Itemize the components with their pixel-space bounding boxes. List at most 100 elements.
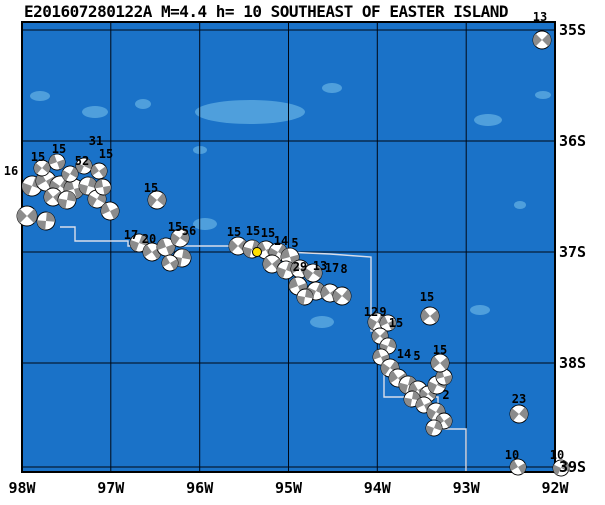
beachball-quadrant — [297, 295, 305, 305]
beachball-quadrant — [430, 310, 439, 323]
beachball-quadrant — [440, 357, 449, 370]
focal-mechanism — [33, 159, 51, 177]
beachball-quadrant — [434, 420, 442, 431]
focal-mechanism — [427, 375, 447, 395]
beachball-quadrant — [428, 381, 437, 394]
lon-axis-label: 93W — [453, 479, 481, 497]
beachball-quadrant — [304, 267, 313, 281]
depth-label: 17 — [124, 228, 138, 242]
beachball-quadrant — [67, 191, 76, 202]
depth-label: 15 — [168, 220, 182, 234]
focal-mechanism — [435, 368, 453, 386]
beachball-quadrant — [79, 183, 88, 195]
beachball-quadrant — [404, 397, 412, 407]
bathymetry-patch — [30, 91, 50, 101]
focal-mechanism — [16, 205, 38, 227]
beachball-quadrant — [62, 170, 70, 181]
bathymetry-patch — [474, 114, 502, 126]
lon-axis-label: 97W — [97, 479, 125, 497]
beachball-quadrant — [533, 33, 542, 47]
beachball-quadrant — [157, 193, 166, 206]
lat-axis-label: 38S — [559, 354, 586, 372]
beachball-quadrant — [342, 289, 351, 302]
focal-mechanism — [161, 254, 179, 272]
beachball-quadrant — [91, 164, 99, 176]
depth-label: 15 — [144, 181, 158, 195]
focal-mechanism — [57, 190, 77, 210]
beachball-quadrant — [372, 330, 380, 342]
beachball-quadrant — [143, 244, 152, 258]
focal-mechanism — [61, 165, 79, 183]
depth-label: 15 — [227, 225, 241, 239]
focal-mechanism — [147, 190, 167, 210]
beachball-quadrant — [444, 374, 452, 385]
beachball-quadrant — [542, 33, 551, 47]
beachball-quadrant — [58, 198, 67, 209]
depth-label: 15 — [389, 316, 403, 330]
depth-label: 15 — [99, 147, 113, 161]
beachball-quadrant — [180, 230, 189, 244]
depth-label: 15 — [261, 226, 275, 240]
focal-mechanism — [403, 390, 421, 408]
beachball-quadrant — [166, 243, 175, 256]
lon-axis-label: 94W — [364, 479, 392, 497]
depth-label: 5 — [291, 236, 298, 250]
focal-mechanism — [552, 459, 570, 477]
bathymetry-patch — [135, 99, 151, 109]
focal-mechanism — [532, 30, 552, 50]
depth-label: 14 — [274, 234, 288, 248]
beachball-quadrant — [518, 463, 526, 474]
beachball-quadrant — [416, 397, 424, 409]
beachball-quadrant — [130, 239, 139, 252]
depth-label: 15 — [246, 224, 260, 238]
beachball-quadrant — [277, 266, 286, 279]
lon-axis-label: 96W — [186, 479, 214, 497]
depth-label: 17 — [325, 261, 339, 275]
map-frame — [21, 21, 556, 473]
depth-label: 52 — [75, 154, 89, 168]
depth-label: 23 — [512, 392, 526, 406]
beachball-quadrant — [373, 349, 381, 360]
focal-mechanism — [296, 288, 314, 306]
beachball-quadrant — [553, 464, 561, 476]
beachball-quadrant — [426, 425, 434, 436]
focal-mechanism — [36, 211, 56, 231]
beachball-quadrant — [380, 315, 388, 327]
depth-label: 13 — [313, 259, 327, 273]
depth-label: 10 — [550, 448, 564, 462]
event-title: E201607280122A M=4.4 h= 10 SOUTHEAST OF … — [24, 2, 509, 21]
epicenter-marker — [252, 247, 262, 257]
beachball-quadrant — [229, 239, 238, 253]
focal-mechanism — [156, 237, 176, 257]
beachball-quadrant — [431, 356, 440, 369]
beachball-quadrant — [313, 265, 322, 279]
beachball-quadrant — [27, 208, 37, 224]
focal-mechanism — [303, 263, 323, 283]
beachball-quadrant — [22, 182, 32, 196]
lat-axis-label: 36S — [559, 132, 586, 150]
bathymetry-patch — [322, 83, 342, 93]
focal-mechanism — [90, 162, 108, 180]
beachball-quadrant — [333, 290, 342, 303]
beachball-quadrant — [57, 159, 65, 170]
depth-label: 20 — [142, 232, 156, 246]
beachball-quadrant — [421, 309, 430, 322]
beachball-quadrant — [171, 232, 180, 246]
beachball-quadrant — [101, 202, 110, 215]
focal-mechanism — [420, 306, 440, 326]
lat-axis-label: 37S — [559, 243, 586, 261]
beachball-quadrant — [388, 338, 396, 349]
beachball-quadrant — [427, 407, 436, 420]
focal-mechanism — [509, 404, 529, 424]
beachball-quadrant — [148, 194, 157, 207]
focal-mechanism — [276, 260, 296, 280]
beachball-quadrant — [561, 460, 569, 472]
beachball-quadrant — [64, 179, 74, 192]
beachball-quadrant — [70, 167, 78, 178]
beachball-quadrant — [36, 172, 46, 186]
lat-axis-label: 35S — [559, 21, 586, 39]
focal-mechanism — [430, 353, 450, 373]
beachball-quadrant — [37, 220, 46, 230]
beachball-quadrant — [510, 460, 518, 471]
